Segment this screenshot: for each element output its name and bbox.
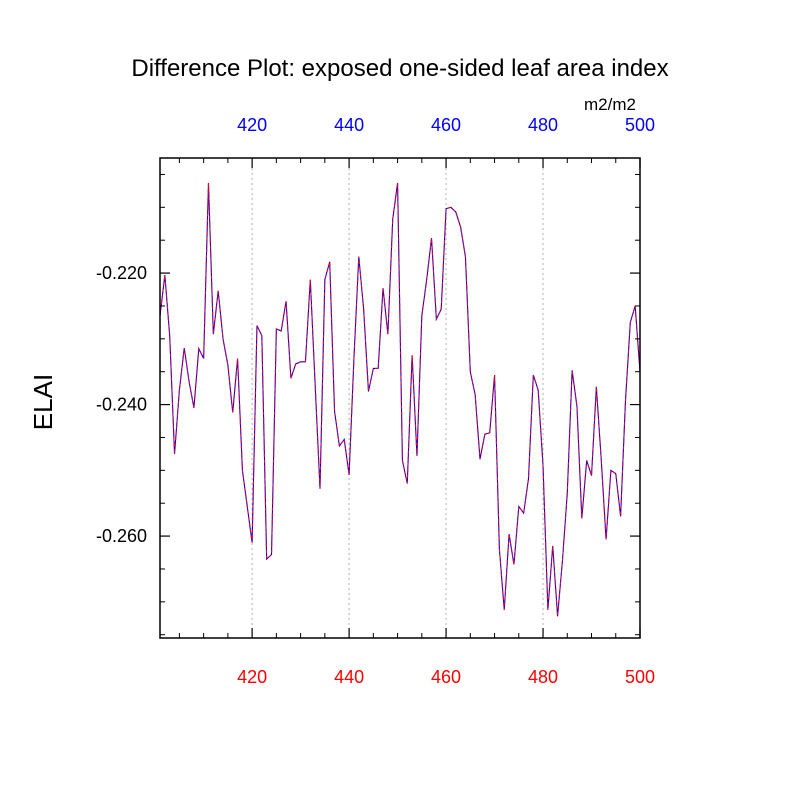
x-tick-label-top: 440 xyxy=(334,115,364,135)
x-tick-label-bottom: 500 xyxy=(625,667,655,687)
y-tick-label: -0.260 xyxy=(96,526,147,546)
x-tick-label-top: 500 xyxy=(625,115,655,135)
axes: 420 420 440 440 460 460 480 480 500 500 -0.220 -0.2… xyxy=(96,115,655,687)
y-tick-label: -0.220 xyxy=(96,263,147,283)
x-tick-label-bottom: 480 xyxy=(528,667,558,687)
x-tick-label-bottom: 460 xyxy=(431,667,461,687)
units-label: m2/m2 xyxy=(584,95,636,114)
series-line-solid xyxy=(159,182,641,617)
y-tick-label: -0.240 xyxy=(96,395,147,415)
vertical-grid xyxy=(251,158,544,638)
plot-frame xyxy=(159,157,641,639)
y-axis-label: ELAI xyxy=(28,374,58,430)
x-tick-label-bottom: 420 xyxy=(237,667,267,687)
x-tick-label-top: 480 xyxy=(528,115,558,135)
series-line-dashed xyxy=(159,182,641,617)
chart-title: Difference Plot: exposed one-sided leaf … xyxy=(131,55,668,82)
series-lines xyxy=(159,182,641,617)
x-tick-label-top: 420 xyxy=(237,115,267,135)
x-tick-label-bottom: 440 xyxy=(334,667,364,687)
x-tick-label-top: 460 xyxy=(431,115,461,135)
